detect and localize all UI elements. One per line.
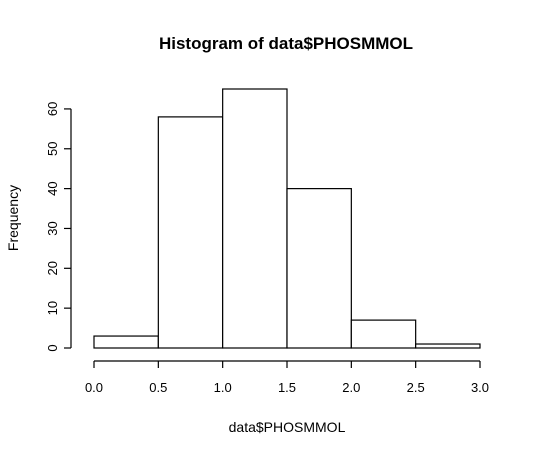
y-tick-label: 30 [45, 221, 60, 235]
histogram-bar-3 [286, 188, 352, 349]
histogram-bar-2 [222, 88, 288, 349]
histogram-bars [93, 88, 481, 349]
y-axis: 0 10 20 30 40 50 60 [45, 102, 72, 352]
chart-title: Histogram of data$PHOSMMOL [159, 34, 413, 53]
histogram-bar-4 [350, 319, 417, 349]
y-tick-label: 20 [45, 261, 60, 275]
y-tick-label: 50 [45, 142, 60, 156]
histogram-bar-0 [93, 335, 159, 349]
x-axis-label: data$PHOSMMOL [229, 419, 346, 435]
x-tick-label: 0.0 [85, 380, 103, 395]
x-tick-label: 0.5 [149, 380, 167, 395]
y-tick-label: 10 [45, 301, 60, 315]
x-tick-label: 2.0 [342, 380, 360, 395]
y-tick-label: 0 [45, 344, 60, 351]
y-axis-label: Frequency [5, 185, 21, 251]
y-tick-label: 40 [45, 181, 60, 195]
x-tick-label: 2.5 [407, 380, 425, 395]
x-axis: 0.0 0.5 1.0 1.5 2.0 2.5 3.0 [85, 360, 489, 395]
histogram-bar-1 [157, 116, 224, 349]
y-tick-label: 60 [45, 102, 60, 116]
x-tick-label: 1.0 [214, 380, 232, 395]
x-tick-label: 3.0 [471, 380, 489, 395]
histogram-bar-5 [415, 343, 481, 349]
x-tick-label: 1.5 [278, 380, 296, 395]
